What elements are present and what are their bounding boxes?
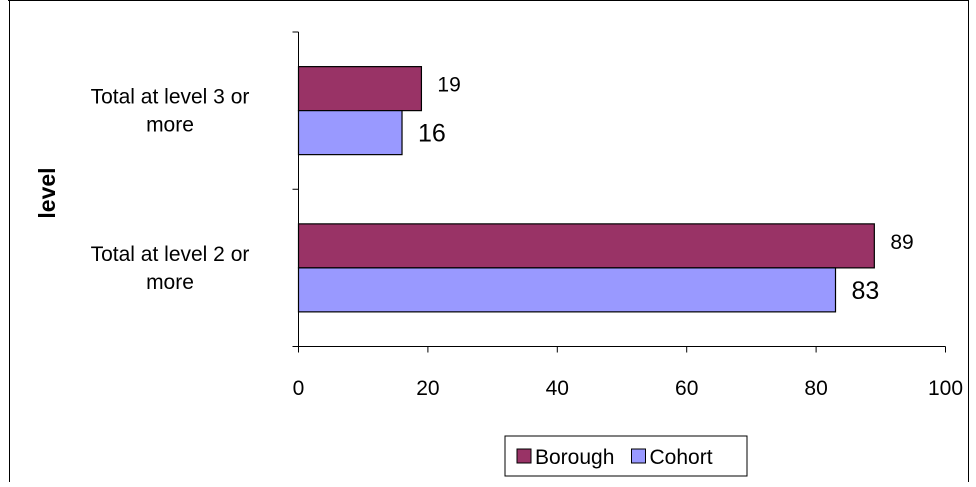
data-label: 89 bbox=[890, 231, 913, 254]
y-category-label: Total at level 2 or bbox=[91, 243, 250, 266]
axes: 0 20 40 60 80 100 Total at level 2 or more Total… bbox=[91, 31, 963, 400]
x-tick-label: 20 bbox=[416, 377, 439, 400]
data-label: 16 bbox=[418, 120, 446, 148]
legend-swatch bbox=[631, 448, 646, 464]
x-tick-label: 40 bbox=[546, 377, 569, 400]
bar bbox=[297, 110, 403, 156]
x-tick-label: 60 bbox=[675, 377, 698, 400]
y-axis-title-group: level bbox=[34, 167, 60, 218]
y-axis-title: level bbox=[34, 167, 60, 218]
y-category-label: more bbox=[146, 114, 194, 137]
bars bbox=[297, 66, 875, 313]
x-tick-label: 80 bbox=[804, 377, 827, 400]
x-tick-label: 0 bbox=[293, 377, 305, 400]
bar bbox=[297, 267, 837, 313]
legend-label: Cohort bbox=[650, 446, 713, 469]
legend: Borough Cohort bbox=[504, 435, 748, 477]
legend-box bbox=[504, 435, 748, 477]
data-label: 83 bbox=[852, 277, 880, 305]
bar bbox=[297, 223, 875, 269]
y-category-label: more bbox=[146, 271, 194, 294]
bar bbox=[297, 66, 423, 112]
x-tick-label: 100 bbox=[928, 377, 963, 400]
legend-swatch bbox=[516, 448, 532, 464]
data-label: 19 bbox=[437, 74, 460, 97]
data-labels: 89 83 19 16 bbox=[418, 74, 914, 305]
legend-label: Borough bbox=[535, 446, 614, 469]
y-category-label: Total at level 3 or bbox=[91, 86, 250, 109]
